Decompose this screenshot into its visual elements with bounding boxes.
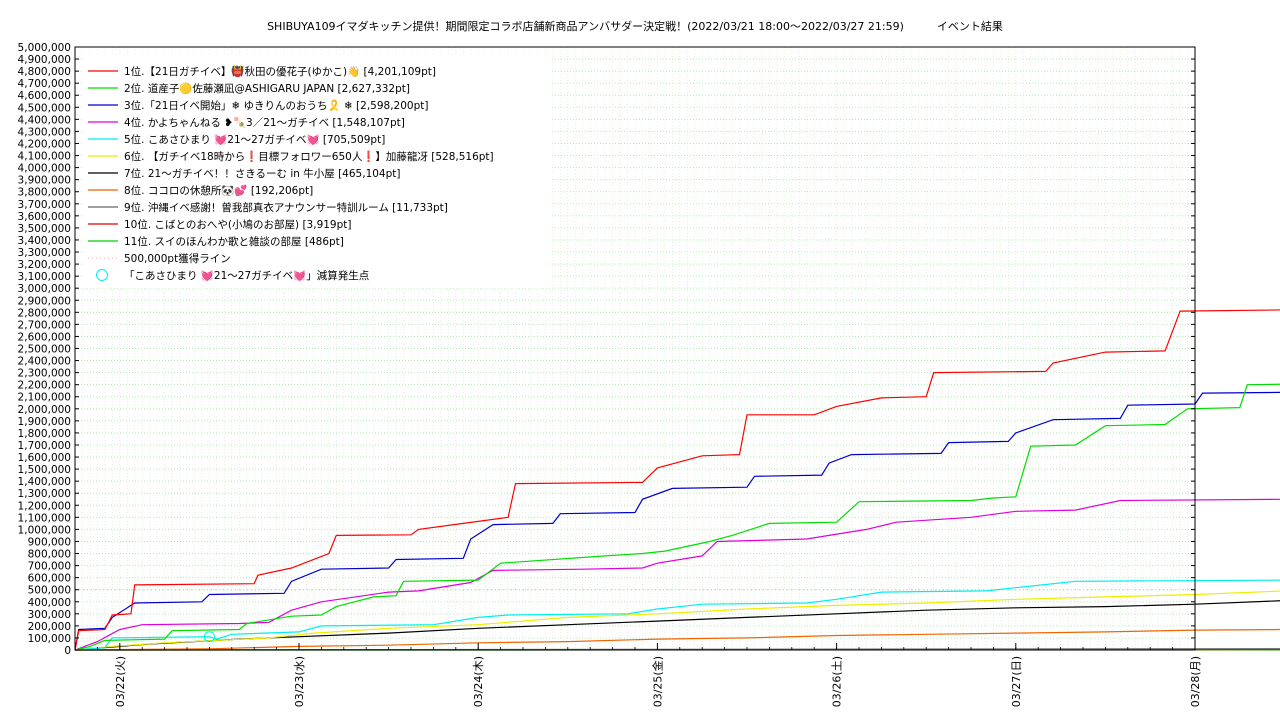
series-line-6 — [74, 590, 1280, 651]
legend-label: 7位. 21〜ガチイベ！！さきるーむ in 牛小屋 [465,104pt] — [124, 167, 401, 180]
markers — [203, 631, 215, 643]
y-tick-label: 3,500,000 — [18, 223, 71, 235]
chart-title: SHIBUYA109イマダキッチン提供！期間限定コラボ店舗新商品アンバサダー決定… — [267, 19, 1003, 33]
y-tick-label: 3,100,000 — [18, 271, 71, 283]
legend-label: 8位. ココロの休憩所🐼💕 [192,206pt] — [124, 184, 313, 197]
y-tick-label: 3,700,000 — [18, 199, 71, 211]
legend-label: 10位. こばとのおへや(小鳩のお部屋) [3,919pt] — [124, 218, 352, 231]
y-tick-label: 900,000 — [28, 536, 71, 548]
legend-label: 6位. 【ガチイベ18時から❗️目標フォロワー650人❗️】加藤龍冴 [528,… — [124, 150, 494, 163]
y-tick-label: 3,800,000 — [18, 187, 71, 199]
legend-label-reference: 500,000pt獲得ライン — [124, 252, 231, 265]
y-tick-label: 1,400,000 — [18, 476, 71, 488]
series-line-2 — [74, 383, 1280, 651]
y-tick-label: 800,000 — [28, 549, 71, 561]
series-line-3 — [74, 391, 1280, 651]
y-tick-label: 2,900,000 — [18, 295, 71, 307]
y-tick-label: 4,200,000 — [18, 138, 71, 150]
y-tick-label: 500,000 — [28, 585, 71, 597]
legend-label: 2位. 道産子🟡佐藤瀬凪@ASHIGARU JAPAN [2,627,332pt… — [124, 82, 410, 95]
legend-label: 5位. こあさひまり 💓21〜27ガチイベ💓 [705,509pt] — [124, 133, 385, 146]
y-tick-label: 1,800,000 — [18, 428, 71, 440]
y-tick-label: 4,700,000 — [18, 78, 71, 90]
y-tick-label: 1,100,000 — [18, 512, 71, 524]
x-tick-label: 03/24(木) — [472, 656, 485, 707]
y-tick-label: 3,400,000 — [18, 235, 71, 247]
y-tick-label: 3,900,000 — [18, 175, 71, 187]
y-tick-label: 1,000,000 — [18, 524, 71, 536]
y-tick-label: 2,000,000 — [18, 404, 71, 416]
y-tick-label: 2,600,000 — [18, 331, 71, 343]
legend-label: 9位. 沖縄イベ感謝！曽我部真衣アナウンサー特訓ルーム [11,733pt] — [124, 201, 448, 214]
y-tick-label: 3,600,000 — [18, 211, 71, 223]
y-tick-label: 2,400,000 — [18, 356, 71, 368]
y-tick-label: 4,000,000 — [18, 163, 71, 175]
y-tick-label: 600,000 — [28, 573, 71, 585]
y-tick-label: 4,900,000 — [18, 54, 71, 66]
y-tick-label: 300,000 — [28, 609, 71, 621]
y-tick-label: 5,000,000 — [18, 42, 71, 54]
y-tick-label: 1,200,000 — [18, 500, 71, 512]
x-tick-label: 03/22(火) — [114, 656, 127, 707]
y-tick-label: 700,000 — [28, 561, 71, 573]
y-tick-label: 3,000,000 — [18, 283, 71, 295]
y-tick-label: 1,500,000 — [18, 464, 71, 476]
y-tick-label: 3,300,000 — [18, 247, 71, 259]
x-tick-label: 03/25(金) — [650, 656, 664, 707]
y-tick-label: 2,500,000 — [18, 344, 71, 356]
x-tick-label: 03/26(土) — [831, 656, 844, 707]
legend-label: 4位. かよちゃんねる ❥🍡3／21〜ガチイベ [1,548,107pt] — [124, 116, 405, 129]
x-axis: 03/22(火) 03/23(水) 03/24(木) 03/25(金) 03/26(土)… — [74, 643, 1202, 707]
series-line-5 — [74, 579, 1280, 651]
y-tick-label: 2,300,000 — [18, 368, 71, 380]
series-line-4 — [74, 498, 1280, 651]
legend-background — [82, 56, 552, 288]
y-tick-label: 2,800,000 — [18, 307, 71, 319]
y-tick-label: 400,000 — [28, 597, 71, 609]
decrease-marker — [203, 631, 215, 643]
y-tick-label: 0 — [64, 645, 71, 657]
legend-label-marker: 「こあさひまり 💓21〜27ガチイベ💓」減算発生点 — [124, 269, 369, 282]
y-tick-label: 4,600,000 — [18, 90, 71, 102]
legend-label: 11位. スイのほんわか歌と雑談の部屋 [486pt] — [124, 235, 344, 248]
y-tick-label: 200,000 — [28, 621, 71, 633]
series-line-1 — [74, 309, 1280, 651]
y-tick-label: 1,700,000 — [18, 440, 71, 452]
legend-label: 1位.【21日ガチイベ】👹秋田の優花子(ゆかこ)👋 [4,201,109pt] — [124, 65, 436, 78]
y-tick-label: 1,600,000 — [18, 452, 71, 464]
y-tick-label: 4,500,000 — [18, 102, 71, 114]
y-tick-label: 2,700,000 — [18, 319, 71, 331]
x-tick-label: 03/27(日) — [1010, 656, 1023, 707]
y-tick-label: 1,300,000 — [18, 488, 71, 500]
y-tick-label: 100,000 — [28, 633, 71, 645]
series-line-8 — [74, 628, 1280, 651]
series-line-7 — [74, 600, 1280, 651]
y-tick-label: 4,400,000 — [18, 114, 71, 126]
legend: 1位.【21日ガチイベ】👹秋田の優花子(ゆかこ)👋 [4,201,109pt] 2… — [88, 65, 494, 282]
y-tick-label: 2,100,000 — [18, 392, 71, 404]
y-tick-label: 3,200,000 — [18, 259, 71, 271]
y-tick-label: 2,200,000 — [18, 380, 71, 392]
x-tick-label: 03/28(月) — [1189, 656, 1202, 707]
legend-swatch-marker — [96, 269, 108, 281]
legend-label: 3位.「21日イベ開始」❄ ゆきりんのおうち🎗️ ❄ [2,598,200pt] — [124, 99, 428, 112]
y-axis: 0100,000200,000300,000400,000500,000600,… — [18, 42, 1195, 657]
y-tick-label: 4,100,000 — [18, 151, 71, 163]
y-tick-label: 4,300,000 — [18, 126, 71, 138]
y-tick-label: 1,900,000 — [18, 416, 71, 428]
y-tick-label: 4,800,000 — [18, 66, 71, 78]
x-tick-label: 03/23(水) — [293, 656, 306, 707]
